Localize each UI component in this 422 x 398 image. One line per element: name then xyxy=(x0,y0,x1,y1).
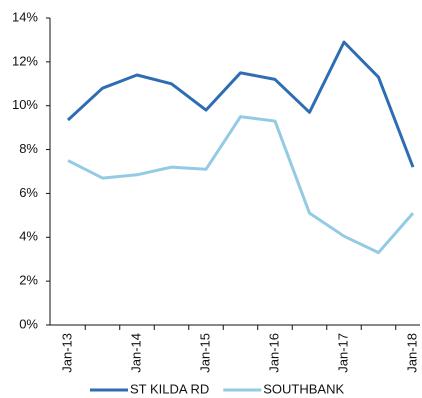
y-tick-label: 0% xyxy=(19,316,38,331)
y-tick-label: 6% xyxy=(19,185,38,200)
x-tick-label: Jan-16 xyxy=(266,333,281,373)
y-tick-label: 14% xyxy=(12,9,38,24)
x-tick-label: Jan-17 xyxy=(335,333,350,373)
x-tick-label: Jan-18 xyxy=(404,333,419,373)
y-tick-label: 12% xyxy=(12,53,38,68)
line-series xyxy=(66,40,415,168)
y-tick-label: 8% xyxy=(19,141,38,156)
y-tick-label: 10% xyxy=(12,97,38,112)
legend-label: SOUTHBANK xyxy=(263,381,344,396)
x-tick-label: Jan-14 xyxy=(128,333,143,373)
line-series xyxy=(67,115,415,255)
y-tick-label: 2% xyxy=(19,273,38,288)
x-tick-label: Jan-13 xyxy=(59,333,74,373)
y-tick-label: 4% xyxy=(19,229,38,244)
legend-label: ST KILDA RD xyxy=(130,381,209,396)
x-tick-label: Jan-15 xyxy=(197,333,212,373)
